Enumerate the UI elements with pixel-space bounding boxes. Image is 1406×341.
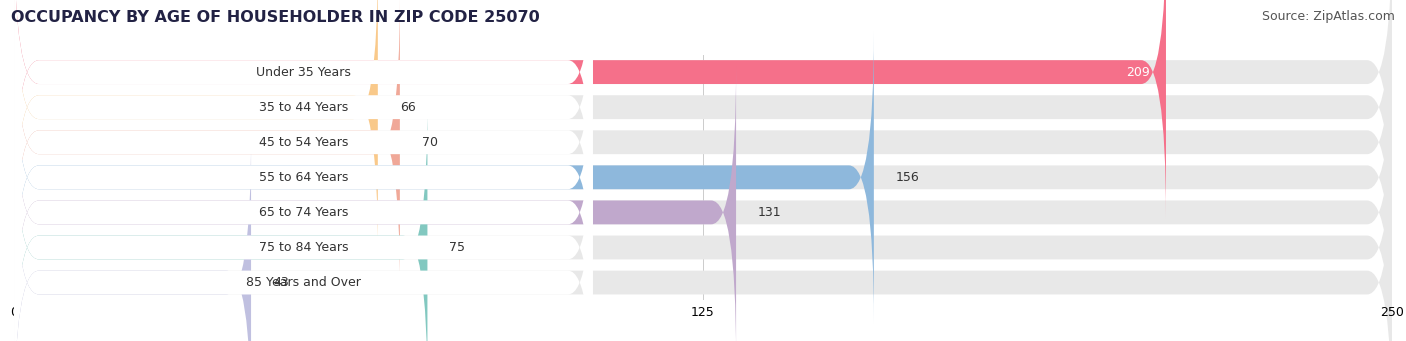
Text: 45 to 54 Years: 45 to 54 Years [259, 136, 349, 149]
FancyBboxPatch shape [14, 0, 1392, 253]
FancyBboxPatch shape [14, 102, 593, 341]
Text: 131: 131 [758, 206, 782, 219]
Text: 70: 70 [422, 136, 437, 149]
FancyBboxPatch shape [14, 0, 1392, 288]
Text: 65 to 74 Years: 65 to 74 Years [259, 206, 349, 219]
FancyBboxPatch shape [14, 66, 737, 341]
Text: OCCUPANCY BY AGE OF HOUSEHOLDER IN ZIP CODE 25070: OCCUPANCY BY AGE OF HOUSEHOLDER IN ZIP C… [11, 10, 540, 25]
Text: 156: 156 [896, 171, 920, 184]
FancyBboxPatch shape [14, 0, 593, 288]
FancyBboxPatch shape [14, 0, 1392, 218]
FancyBboxPatch shape [14, 0, 399, 288]
FancyBboxPatch shape [14, 66, 593, 341]
FancyBboxPatch shape [14, 31, 593, 323]
Text: 43: 43 [273, 276, 288, 289]
Text: 75: 75 [450, 241, 465, 254]
Text: Under 35 Years: Under 35 Years [256, 65, 352, 78]
Text: 209: 209 [1126, 65, 1150, 78]
Text: 85 Years and Over: 85 Years and Over [246, 276, 361, 289]
FancyBboxPatch shape [14, 0, 378, 253]
FancyBboxPatch shape [14, 31, 875, 323]
FancyBboxPatch shape [14, 66, 1392, 341]
FancyBboxPatch shape [14, 137, 593, 341]
FancyBboxPatch shape [14, 137, 252, 341]
FancyBboxPatch shape [14, 0, 593, 218]
Text: Source: ZipAtlas.com: Source: ZipAtlas.com [1261, 10, 1395, 23]
FancyBboxPatch shape [14, 102, 1392, 341]
FancyBboxPatch shape [14, 0, 593, 253]
FancyBboxPatch shape [14, 31, 1392, 323]
Text: 35 to 44 Years: 35 to 44 Years [259, 101, 349, 114]
Text: 55 to 64 Years: 55 to 64 Years [259, 171, 349, 184]
FancyBboxPatch shape [14, 0, 1166, 218]
FancyBboxPatch shape [14, 102, 427, 341]
FancyBboxPatch shape [14, 137, 1392, 341]
Text: 75 to 84 Years: 75 to 84 Years [259, 241, 349, 254]
Text: 66: 66 [399, 101, 416, 114]
